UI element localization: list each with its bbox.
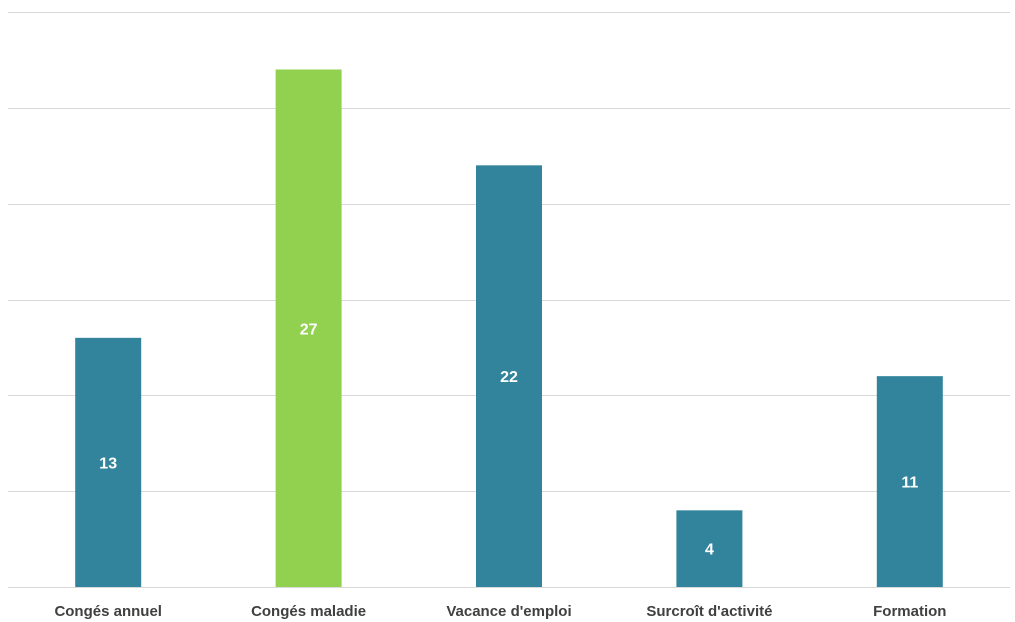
bar-0 [75, 337, 142, 587]
tick-label-2: Vacance d'emploi [446, 603, 571, 620]
bar-4 [876, 376, 943, 587]
tick-label-3: Surcroît d'activité [646, 603, 772, 620]
category-axis-labels: Congés annuel Congés maladie Vacance d'emp… [54, 603, 946, 620]
tick-label-4: Formation [873, 603, 946, 620]
bar-1 [275, 69, 342, 587]
bar-3 [676, 510, 743, 587]
bar-2 [476, 165, 542, 588]
data-label-2: 22 [500, 369, 518, 386]
tick-label-0: Congés annuel [54, 603, 162, 620]
data-label-1: 27 [300, 321, 318, 338]
tick-label-1: Congés maladie [251, 603, 366, 620]
data-label-0: 13 [99, 455, 117, 472]
data-label-4: 11 [901, 475, 918, 492]
data-label-3: 4 [705, 542, 714, 559]
data-labels: 13 27 22 4 11 [99, 321, 918, 558]
bars [75, 69, 943, 588]
